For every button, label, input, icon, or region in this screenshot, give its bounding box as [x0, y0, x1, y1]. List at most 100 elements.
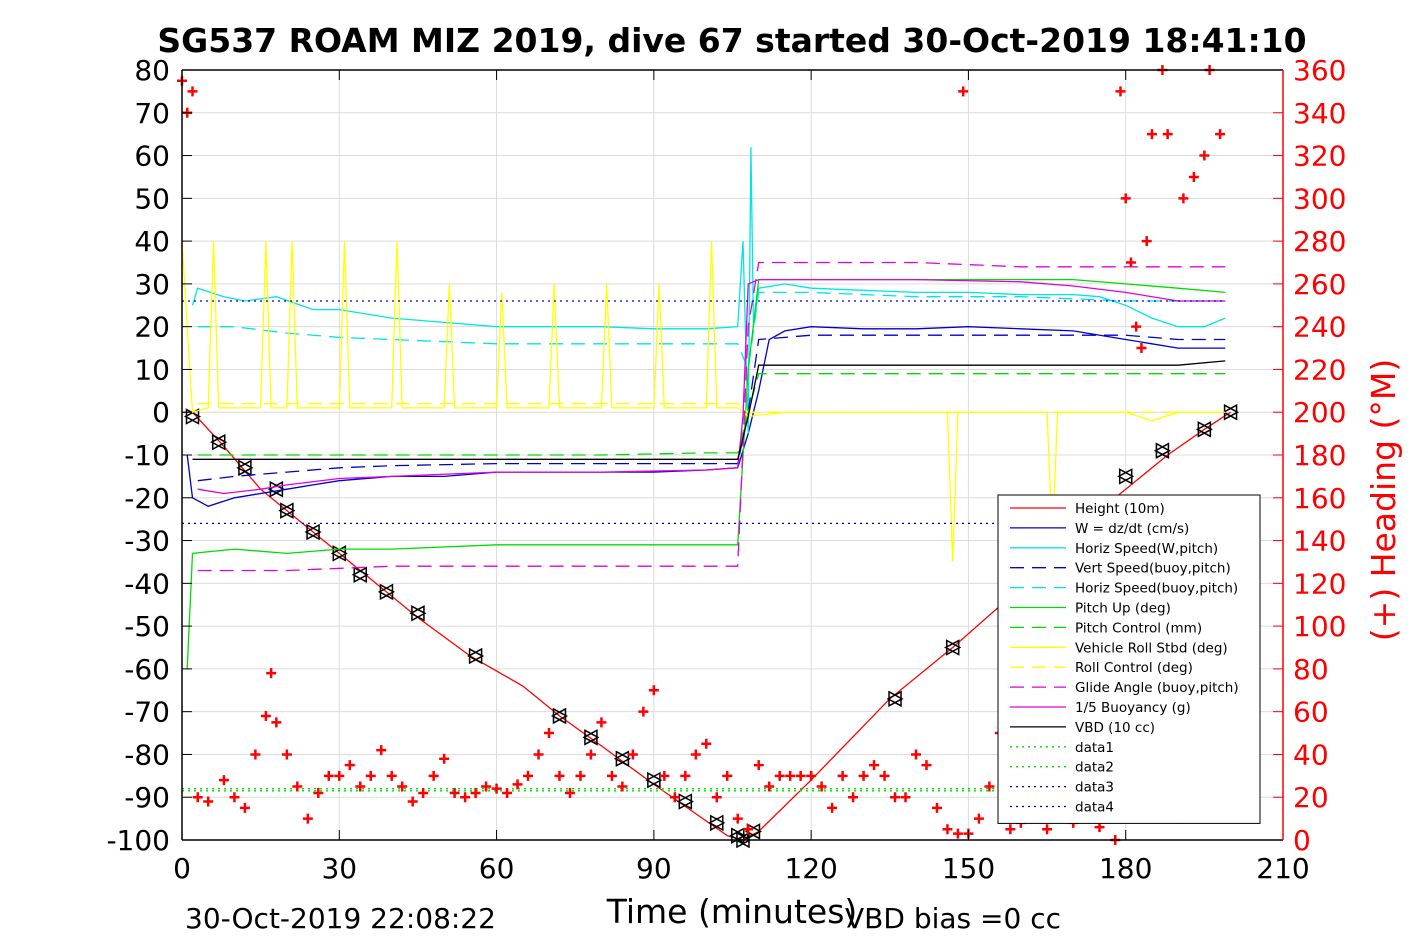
- heading-point: [711, 792, 722, 803]
- height-marker-left: [377, 583, 394, 601]
- axes: [181, 69, 1284, 841]
- series-vehicle-roll-stbd-deg: [181, 241, 1226, 562]
- heading-point: [313, 787, 324, 798]
- series-glide-angle-buoy-pitch: [197, 261, 1226, 572]
- heading-point: [544, 728, 554, 739]
- y-tick-label: 60: [134, 140, 170, 173]
- heading-point: [785, 770, 796, 781]
- height-marker-left: [613, 750, 630, 767]
- heading-point: [1136, 343, 1147, 354]
- heading-point: [1199, 150, 1210, 161]
- heading-point: [418, 787, 429, 798]
- heading-point: [229, 792, 240, 803]
- series-heading-m: [177, 65, 1226, 845]
- y-tick-label: -60: [124, 653, 170, 686]
- heading-point: [827, 802, 838, 813]
- legend-label: Vehicle Roll Stbd (deg): [1075, 640, 1228, 656]
- heading-point: [266, 668, 277, 679]
- height-marker-left: [351, 566, 368, 584]
- y-tick-label: -40: [124, 567, 170, 600]
- heading-point: [942, 824, 953, 835]
- y-tick-label: 80: [134, 54, 170, 87]
- height-marker-left: [467, 647, 483, 665]
- heading-point: [192, 792, 203, 803]
- x-tick-label: 210: [1256, 852, 1309, 885]
- height-marker-left: [582, 729, 598, 746]
- height-marker-left: [676, 793, 693, 810]
- y-tick-label: -20: [124, 482, 170, 515]
- height-marker-left: [1117, 468, 1133, 485]
- heading-point: [858, 770, 869, 781]
- heading-point: [512, 779, 523, 790]
- heading-point: [1115, 86, 1126, 97]
- heading-point: [218, 775, 229, 786]
- heading-point: [365, 770, 376, 781]
- heading-point: [1141, 236, 1152, 247]
- legend-label: Glide Angle (buoy,pitch): [1075, 680, 1239, 696]
- height-marker-left: [886, 690, 902, 708]
- x-axis-label: Time (minutes): [606, 892, 858, 931]
- vbd-bias-text: VBD bias =0 cc: [845, 902, 1061, 935]
- legend-label: VBD (10 cc): [1075, 720, 1155, 736]
- heading-point: [648, 685, 659, 696]
- y-tick-label: 20: [134, 311, 170, 344]
- heading-point: [900, 792, 911, 803]
- right-tick-label: 20: [1293, 781, 1329, 814]
- heading-point: [323, 770, 334, 781]
- heading-point: [806, 770, 817, 781]
- heading-point: [533, 749, 544, 760]
- heading-point: [879, 770, 890, 781]
- legend-label: Pitch Control (mm): [1075, 620, 1202, 636]
- right-tick-label: 340: [1293, 97, 1346, 130]
- y-tick-label: -100: [106, 824, 170, 857]
- y-tick-label: 70: [134, 97, 170, 130]
- right-tick-label: 40: [1293, 738, 1329, 771]
- height-marker-left: [330, 545, 347, 562]
- legend-label: data3: [1075, 780, 1114, 796]
- y-tick-label: -70: [124, 696, 170, 729]
- heading-point: [722, 770, 733, 781]
- heading-point: [1146, 129, 1157, 140]
- legend-label: Height (10m): [1075, 501, 1165, 517]
- heading-point: [397, 781, 408, 792]
- legend-label: Horiz Speed(buoy,pitch): [1075, 581, 1238, 597]
- heading-point: [250, 749, 261, 760]
- heading-point: [428, 770, 439, 781]
- heading-point: [958, 86, 969, 97]
- heading-point: [481, 781, 492, 792]
- heading-point: [911, 749, 921, 760]
- heading-point: [187, 86, 198, 97]
- heading-point: [1125, 257, 1136, 268]
- legend-label: data4: [1075, 800, 1114, 816]
- legend: Height (10m) W = dz/dt (cm/s) Horiz Speed(…: [997, 494, 1261, 824]
- heading-point: [355, 781, 366, 792]
- y-tick-label: 0: [152, 396, 170, 429]
- series-height-markers: [183, 403, 1240, 849]
- legend-label: 1/5 Buoyancy (g): [1075, 700, 1191, 716]
- heading-point: [334, 770, 345, 781]
- heading-point: [1188, 171, 1199, 182]
- legend-label: data1: [1075, 740, 1114, 756]
- right-tick-label: 200: [1293, 396, 1346, 429]
- y-tick-label: -90: [124, 781, 170, 814]
- heading-point: [1120, 193, 1131, 204]
- heading-point: [491, 783, 502, 794]
- x-tick-label: 180: [1099, 852, 1152, 885]
- heading-point: [460, 792, 471, 803]
- right-tick-label: 320: [1293, 140, 1346, 173]
- x-tick-label: 150: [942, 852, 995, 885]
- chart-title: SG537 ROAM MIZ 2019, dive 67 started 30-…: [157, 21, 1306, 60]
- height-marker-left: [409, 605, 425, 622]
- legend-label: data2: [1075, 760, 1114, 776]
- series-line: [192, 360, 1226, 460]
- height-marker-left: [550, 707, 567, 725]
- heading-point: [344, 760, 355, 771]
- heading-point: [984, 781, 995, 792]
- heading-point: [302, 813, 313, 824]
- right-axis-label: (+) Heading (°M): [1364, 359, 1403, 641]
- right-tick-label: 140: [1293, 525, 1346, 558]
- legend-label: Horiz Speed(W,pitch): [1075, 541, 1218, 557]
- heading-point: [617, 781, 628, 792]
- right-tick-label: 100: [1293, 610, 1346, 643]
- heading-point: [596, 717, 607, 728]
